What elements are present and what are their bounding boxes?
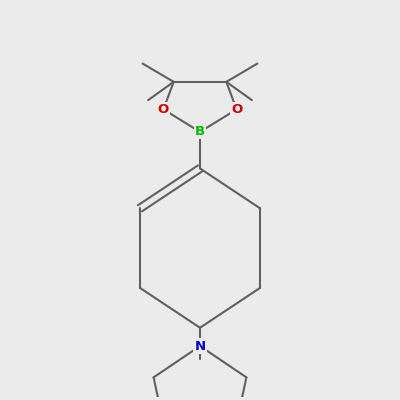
Text: N: N [194, 340, 206, 352]
Text: B: B [195, 125, 205, 138]
Text: O: O [231, 103, 242, 116]
Text: O: O [158, 103, 169, 116]
